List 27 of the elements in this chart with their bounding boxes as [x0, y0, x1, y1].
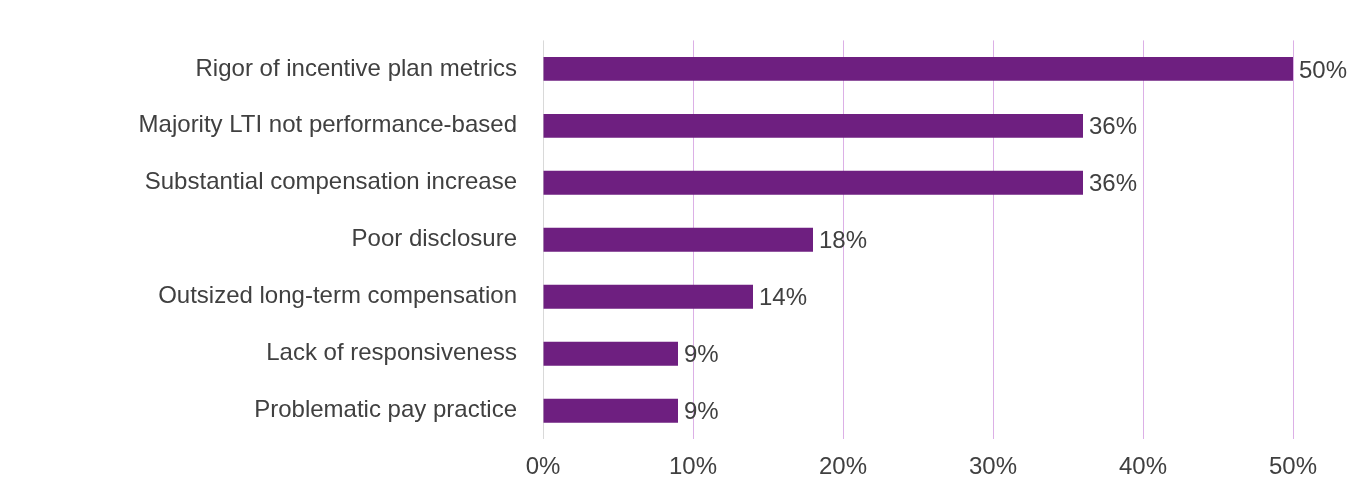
bar	[543, 56, 1293, 81]
x-tick-label: 10%	[668, 452, 718, 480]
data-label: 14%	[759, 283, 808, 311]
x-tick-label: 30%	[968, 452, 1018, 480]
y-tick-label: Poor disclosure	[351, 224, 517, 252]
y-tick-label: Lack of responsiveness	[266, 338, 517, 366]
y-tick-label: Majority LTI not performance-based	[138, 110, 517, 138]
y-tick-label: Rigor of incentive plan metrics	[195, 53, 517, 81]
data-label: 50%	[1299, 55, 1348, 83]
y-tick-label: Outsized long-term compensation	[158, 281, 517, 309]
bar	[543, 170, 1083, 195]
bar	[543, 113, 1083, 138]
bar	[543, 227, 813, 252]
bar	[543, 398, 678, 423]
x-tick-label: 50%	[1268, 452, 1318, 480]
data-label: 36%	[1089, 112, 1138, 140]
y-tick-label: Problematic pay practice	[254, 395, 517, 423]
x-tick-label: 0%	[525, 452, 561, 480]
data-label: 36%	[1089, 169, 1138, 197]
data-label: 18%	[819, 226, 868, 254]
x-tick-label: 40%	[1118, 452, 1168, 480]
data-label: 9%	[684, 340, 719, 368]
bar	[543, 284, 753, 309]
y-tick-label: Substantial compensation increase	[144, 167, 517, 195]
x-tick-label: 20%	[818, 452, 868, 480]
bar	[543, 341, 678, 366]
data-label: 9%	[684, 397, 719, 425]
